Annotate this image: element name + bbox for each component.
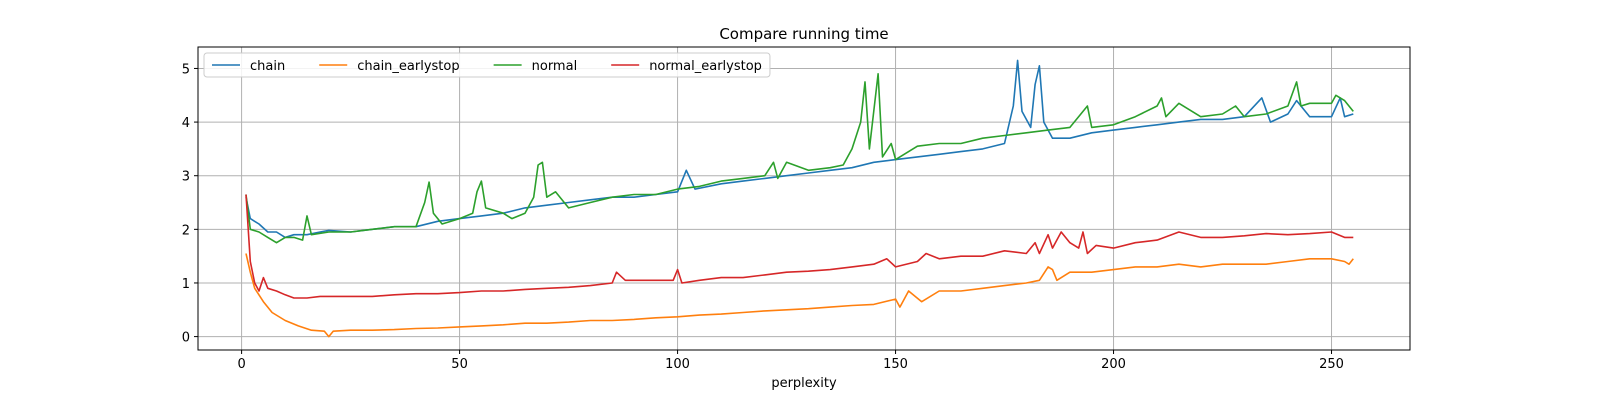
axis-ticks: 0 50 100 150 200 250 0 1 2 3 4 5	[182, 62, 1344, 372]
y-tick-label: 1	[182, 277, 190, 292]
series-line-chain-earlystop	[245, 253, 1354, 338]
chart-title: Compare running time	[719, 25, 888, 43]
legend-label-chain-earlystop: chain_earlystop	[357, 59, 459, 74]
y-tick-label: 4	[182, 116, 190, 131]
series-line-normal	[245, 73, 1354, 244]
x-tick-label: 100	[665, 357, 690, 372]
x-tick-label: 50	[451, 357, 468, 372]
legend-box	[203, 52, 771, 78]
y-tick-label: 3	[182, 170, 190, 185]
legend-label-chain: chain	[250, 59, 285, 74]
x-axis-label: perplexity	[771, 376, 837, 391]
series-lines	[245, 59, 1354, 338]
y-tick-label: 2	[182, 223, 190, 238]
legend-label-normal-earlystop: normal_earlystop	[649, 59, 762, 74]
x-tick-label: 0	[237, 357, 245, 372]
grid-lines	[198, 47, 1410, 350]
legend-label-normal: normal	[532, 59, 578, 74]
x-tick-label: 200	[1101, 357, 1126, 372]
x-tick-label: 150	[883, 357, 908, 372]
chart-legend: chain chain_earlystop normal normal_earlyst…	[203, 52, 771, 78]
x-tick-label: 250	[1319, 357, 1344, 372]
y-tick-label: 0	[182, 331, 190, 346]
series-line-normal-earlystop	[245, 194, 1354, 299]
y-tick-label: 5	[182, 62, 190, 77]
series-line-chain	[245, 59, 1354, 239]
plot-frame	[197, 46, 1411, 351]
